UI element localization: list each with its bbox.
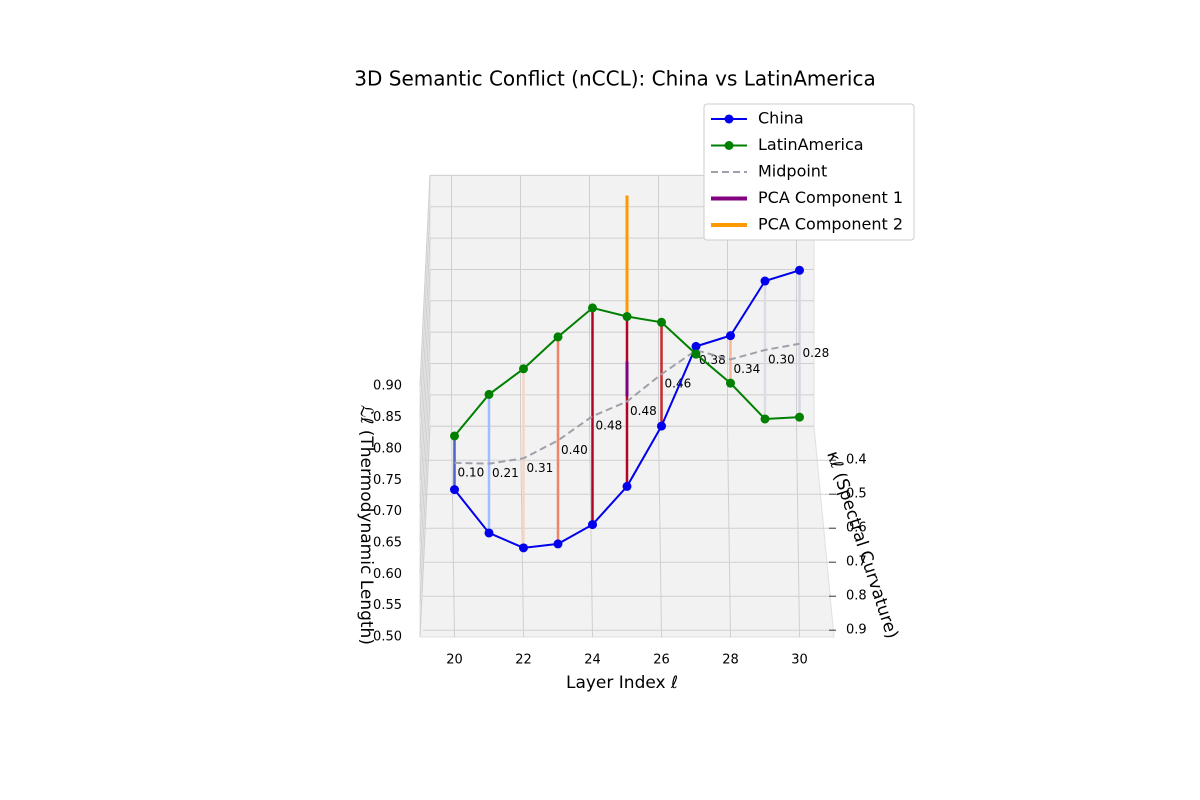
legend-label: PCA Component 1 — [758, 188, 903, 207]
grid-line — [419, 363, 431, 575]
distance-label: 0.28 — [803, 346, 830, 360]
z-tick-label: 0.90 — [373, 379, 402, 394]
distance-label: 0.31 — [527, 461, 554, 475]
legend-label: Midpoint — [758, 162, 827, 181]
legend-label: China — [758, 109, 804, 128]
legend-marker — [724, 114, 734, 124]
point — [622, 312, 632, 322]
z-tick-label: 0.60 — [373, 567, 402, 582]
point — [588, 303, 597, 313]
legend-label: LatinAmerica — [758, 135, 864, 154]
chart-title: 3D Semantic Conflict (nCCL): China vs La… — [354, 67, 875, 91]
z-tick-label: 0.55 — [373, 598, 402, 613]
legend-label: PCA Component 2 — [758, 215, 903, 234]
grid-line — [419, 394, 431, 606]
grid-line — [520, 426, 524, 638]
point — [657, 421, 666, 431]
y-tick-label: 0.7 — [846, 555, 867, 570]
z-tick-label: 0.85 — [373, 410, 402, 425]
x-tick-label: 22 — [515, 653, 532, 668]
z-tick-label: 0.80 — [373, 441, 402, 456]
point — [484, 528, 494, 538]
y-tick-label: 0.5 — [846, 487, 867, 502]
distance-label: 0.10 — [458, 465, 485, 479]
legend: China LatinAmerica Midpoint PCA Component 1… — [703, 103, 915, 241]
y-tick-label: 0.6 — [846, 521, 867, 536]
z-tick-label: 0.75 — [373, 473, 402, 488]
midpoint-line — [454, 342, 800, 465]
point — [588, 520, 597, 530]
point — [657, 317, 666, 327]
grid-line — [419, 206, 431, 418]
grid-line — [419, 269, 431, 481]
grid-line — [727, 426, 731, 638]
distance-label: 0.40 — [561, 443, 588, 457]
x-axis-label: Layer Index ℓ — [566, 673, 678, 693]
grid-line — [419, 426, 431, 638]
z-tick-label: 0.70 — [373, 504, 402, 519]
grid-line — [451, 426, 455, 638]
x-tick-label: 20 — [446, 653, 463, 668]
point — [691, 341, 701, 351]
grid-line — [419, 300, 431, 512]
point — [519, 543, 528, 553]
grid-line — [419, 175, 431, 387]
point — [691, 349, 701, 359]
z-tick-label: 0.65 — [373, 535, 402, 550]
x-tick-label: 28 — [722, 653, 739, 668]
grid-line — [796, 426, 800, 638]
distance-label: 0.30 — [768, 352, 795, 366]
distance-label: 0.21 — [492, 466, 519, 480]
grid-line — [419, 332, 431, 543]
distance-label: 0.48 — [596, 419, 623, 433]
distance-label: 0.34 — [734, 362, 761, 376]
y-tick-label: 0.4 — [846, 453, 867, 468]
z-axis-label: ℒℓ (Thermodynamic Length) — [356, 405, 376, 645]
point — [726, 378, 735, 388]
x-tick-label: 26 — [653, 653, 670, 668]
y-tick-label: 0.9 — [846, 623, 867, 638]
y-tick-label: 0.8 — [846, 589, 867, 604]
point — [622, 481, 632, 491]
point — [450, 431, 459, 441]
x-tick-label: 30 — [791, 653, 808, 668]
distance-label: 0.46 — [665, 377, 692, 391]
point — [450, 485, 459, 495]
point — [795, 412, 804, 422]
grid-line — [419, 238, 431, 449]
point — [795, 265, 804, 275]
grid-line — [658, 426, 662, 638]
point — [760, 276, 770, 286]
z-tick-label: 0.50 — [373, 630, 402, 645]
point — [726, 331, 735, 341]
legend-marker — [724, 141, 734, 150]
point — [519, 364, 528, 374]
grid-line — [589, 426, 593, 638]
point — [484, 389, 494, 399]
point — [760, 414, 770, 424]
legend-box — [703, 103, 915, 241]
distance-label: 0.48 — [630, 404, 657, 418]
y-axis-label: κℓ (Spectral Curvature) — [822, 449, 902, 642]
point — [553, 332, 563, 342]
x-tick-label: 24 — [584, 653, 601, 668]
point — [553, 539, 563, 549]
